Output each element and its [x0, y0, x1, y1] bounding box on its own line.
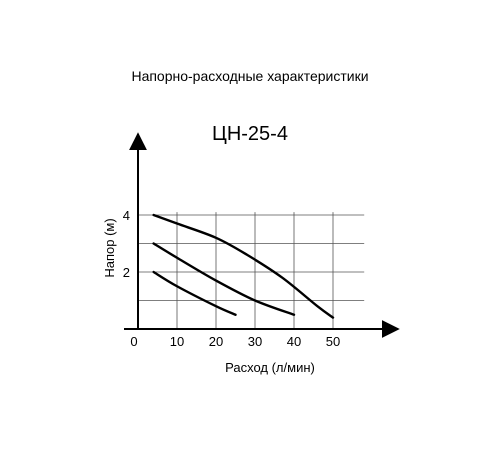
series-line-2	[152, 242, 296, 316]
x-tick-label: 50	[326, 334, 340, 349]
series-line-1	[152, 213, 335, 319]
x-tick-label: 20	[209, 334, 223, 349]
tick-labels: 0 10 20 30 40 50 2 4	[123, 208, 340, 349]
y-tick-label: 4	[123, 208, 130, 223]
y-axis-label: Напор (м)	[102, 218, 117, 277]
y-tick-label: 2	[123, 265, 130, 280]
series-line-3	[152, 270, 237, 316]
grid	[138, 212, 365, 329]
series-group	[152, 213, 335, 319]
x-tick-label: 40	[287, 334, 301, 349]
x-tick-label: 10	[170, 334, 184, 349]
x-tick-label: 30	[248, 334, 262, 349]
x-axis-label: Расход (л/мин)	[225, 360, 315, 375]
x-tick-label: 0	[130, 334, 137, 349]
chart-title: ЦН-25-4	[212, 123, 288, 145]
page-title: Напорно-расходные характеристики	[131, 68, 369, 84]
